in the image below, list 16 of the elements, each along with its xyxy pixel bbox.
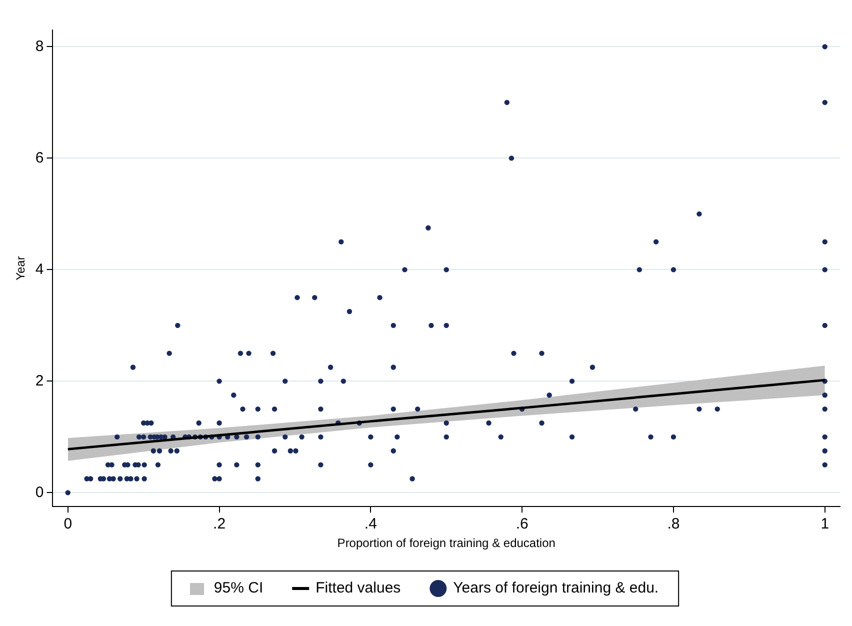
x-tick-label: .6 (516, 516, 528, 533)
y-tick-label: 8 (35, 38, 44, 55)
x-tick-label: .8 (667, 516, 680, 533)
legend-label: Years of foreign training & edu. (453, 580, 659, 597)
y-axis-title: Year (14, 256, 28, 280)
y-tick-label: 2 (35, 372, 44, 390)
y-tick-label: 4 (35, 260, 44, 278)
x-tick-label: .2 (213, 516, 226, 533)
x-axis-title: Proportion of foreign training & education (337, 536, 556, 550)
y-tick-label: 6 (35, 149, 44, 166)
y-tick-label: 0 (35, 484, 44, 501)
x-tick-label: .4 (364, 516, 377, 533)
text: 95% CI (214, 580, 264, 597)
x-tick-label: 0 (64, 516, 72, 533)
x-tick-label: 1 (820, 516, 830, 533)
legend-label: Fitted values (316, 580, 401, 597)
